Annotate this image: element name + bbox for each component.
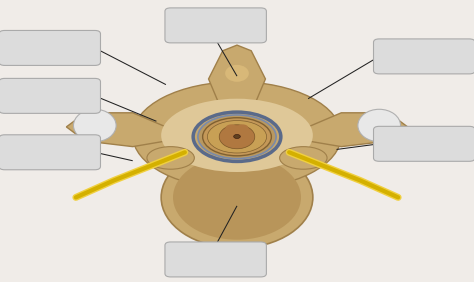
Ellipse shape <box>358 109 401 142</box>
Ellipse shape <box>161 147 313 248</box>
FancyBboxPatch shape <box>165 8 266 43</box>
FancyBboxPatch shape <box>374 126 474 161</box>
Ellipse shape <box>202 118 271 156</box>
Ellipse shape <box>193 112 281 161</box>
Ellipse shape <box>237 124 249 132</box>
FancyBboxPatch shape <box>0 135 100 170</box>
FancyBboxPatch shape <box>374 39 474 74</box>
Ellipse shape <box>207 121 266 153</box>
Ellipse shape <box>225 65 249 82</box>
Ellipse shape <box>147 147 194 169</box>
Ellipse shape <box>173 155 301 240</box>
Circle shape <box>234 135 240 138</box>
Ellipse shape <box>198 115 276 158</box>
Polygon shape <box>308 113 408 147</box>
Ellipse shape <box>225 124 237 132</box>
Polygon shape <box>66 113 166 147</box>
Polygon shape <box>209 45 265 102</box>
Ellipse shape <box>219 125 255 149</box>
Ellipse shape <box>161 99 313 172</box>
FancyBboxPatch shape <box>165 242 266 277</box>
FancyBboxPatch shape <box>0 30 100 65</box>
Ellipse shape <box>133 82 341 189</box>
Ellipse shape <box>73 109 116 142</box>
Ellipse shape <box>280 147 327 169</box>
FancyBboxPatch shape <box>0 78 100 113</box>
